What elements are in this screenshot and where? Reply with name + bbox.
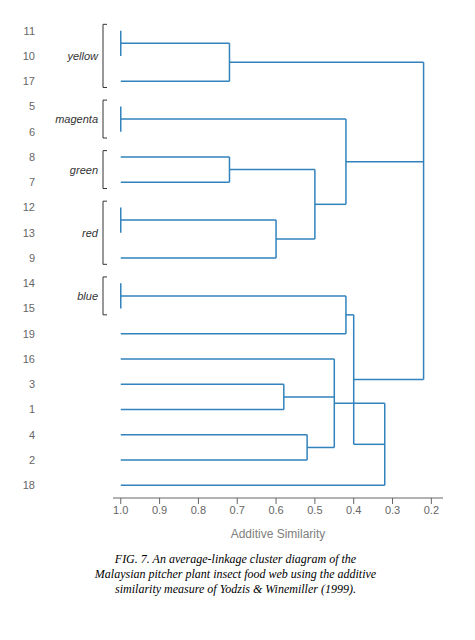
svg-text:green: green <box>70 164 98 176</box>
svg-text:0.5: 0.5 <box>307 504 322 516</box>
svg-text:0.9: 0.9 <box>152 504 167 516</box>
svg-text:16: 16 <box>23 353 35 365</box>
svg-text:5: 5 <box>29 100 35 112</box>
svg-text:9: 9 <box>29 252 35 264</box>
svg-text:Additive Similarity: Additive Similarity <box>231 527 326 541</box>
svg-text:6: 6 <box>29 126 35 138</box>
svg-text:red: red <box>82 227 99 239</box>
svg-text:10: 10 <box>23 50 35 62</box>
svg-text:yellow: yellow <box>66 50 99 62</box>
svg-text:0.7: 0.7 <box>230 504 245 516</box>
svg-text:1: 1 <box>29 403 35 415</box>
svg-text:0.8: 0.8 <box>191 504 206 516</box>
svg-text:15: 15 <box>23 302 35 314</box>
svg-text:3: 3 <box>29 378 35 390</box>
svg-text:0.3: 0.3 <box>385 504 400 516</box>
svg-text:blue: blue <box>77 290 98 302</box>
svg-text:12: 12 <box>23 201 35 213</box>
svg-text:18: 18 <box>23 479 35 491</box>
svg-text:11: 11 <box>24 25 35 37</box>
svg-text:0.4: 0.4 <box>346 504 361 516</box>
svg-text:4: 4 <box>29 429 35 441</box>
svg-text:19: 19 <box>23 328 35 340</box>
svg-text:7: 7 <box>29 176 35 188</box>
svg-text:14: 14 <box>23 277 35 289</box>
svg-text:1.0: 1.0 <box>113 504 128 516</box>
svg-text:8: 8 <box>29 151 35 163</box>
html-text:FIG. 7. An average-linkage clu: FIG. 7. An average-linkage cluster diagr… <box>94 552 377 596</box>
svg-text:magenta: magenta <box>55 113 98 125</box>
svg-text:0.2: 0.2 <box>424 504 439 516</box>
svg-text:13: 13 <box>23 227 35 239</box>
svg-text:2: 2 <box>29 454 35 466</box>
svg-text:0.6: 0.6 <box>268 504 283 516</box>
svg-text:17: 17 <box>23 75 35 87</box>
